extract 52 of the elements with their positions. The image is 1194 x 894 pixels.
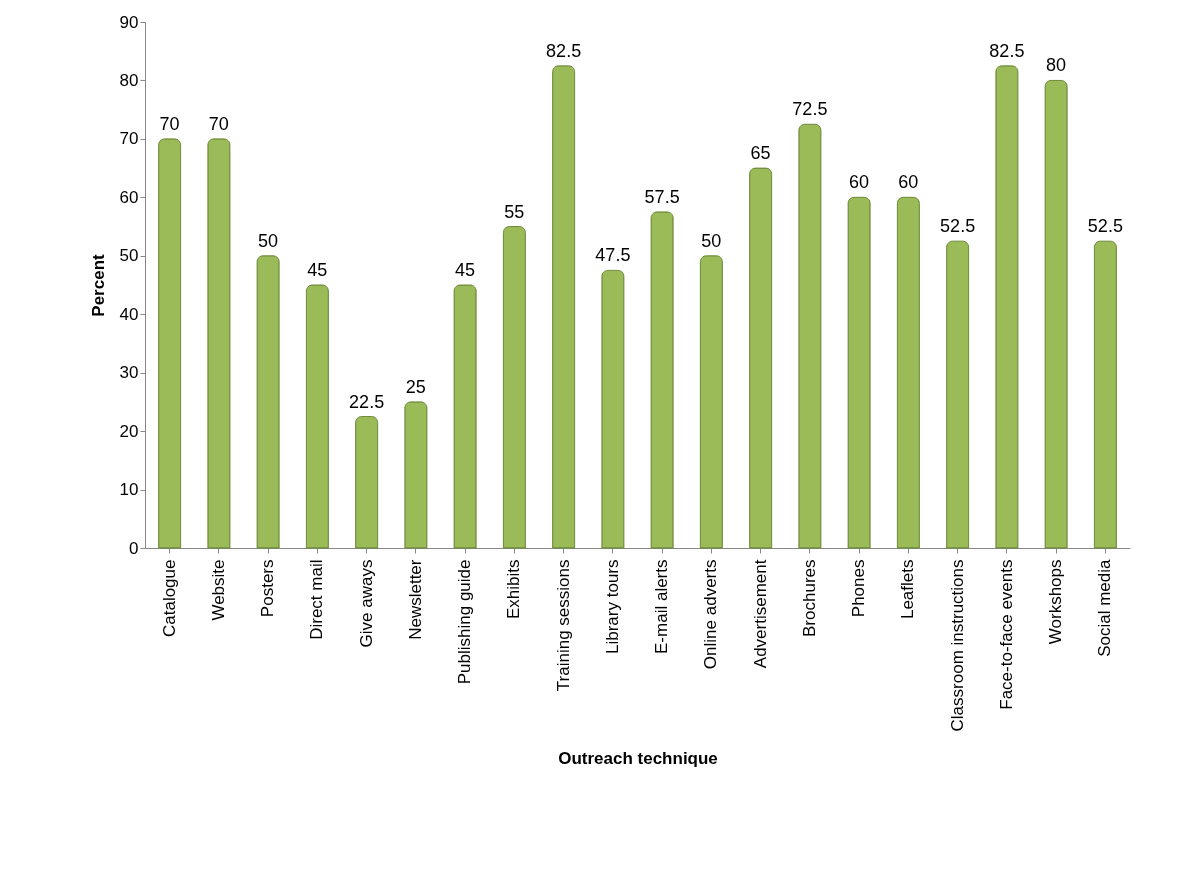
y-tick-label: 0 — [129, 538, 139, 558]
x-tick-label: Workshops — [1046, 559, 1066, 645]
data-label: 80 — [1046, 55, 1067, 76]
data-label: 52.5 — [940, 216, 976, 237]
x-tick-label: Newsletter — [405, 559, 425, 640]
y-tick-label: 40 — [119, 304, 139, 324]
y-tick-label: 20 — [119, 421, 139, 441]
x-tick-label: Classroom instructions — [947, 559, 967, 732]
x-tick-label: Advertisement — [750, 559, 770, 669]
x-tick-label: Leaflets — [898, 559, 918, 620]
x-tick-label: Posters — [258, 559, 278, 618]
x-tick-label: Phones — [849, 559, 869, 618]
data-label: 47.5 — [595, 245, 631, 266]
x-tick-label: Exhibits — [504, 559, 524, 620]
data-label: 57.5 — [644, 186, 680, 207]
y-tick-label: 10 — [119, 480, 139, 500]
x-tick-label: Publishing guide — [455, 559, 475, 685]
data-label: 60 — [849, 172, 870, 193]
data-label: 70 — [159, 113, 180, 134]
x-tick-label: E-mail alerts — [652, 559, 672, 654]
y-axis-title: Percent — [88, 253, 108, 317]
data-label: 60 — [898, 172, 919, 193]
x-tick-label: Online adverts — [701, 559, 721, 670]
data-label: 25 — [405, 376, 426, 397]
data-label: 52.5 — [1087, 216, 1123, 237]
x-tick-label: Library tours — [602, 559, 622, 654]
x-tick-label: Brochures — [799, 559, 819, 637]
y-tick-label: 80 — [119, 70, 139, 90]
x-tick-label: Social media — [1095, 558, 1115, 657]
data-label: 45 — [455, 260, 476, 280]
y-tick-label: 70 — [119, 129, 139, 149]
data-label: 72.5 — [792, 99, 828, 120]
y-tick-label: 30 — [119, 363, 139, 383]
data-label: 22.5 — [349, 391, 385, 412]
data-label: 82.5 — [546, 40, 582, 61]
x-axis-title: Outreach technique — [558, 749, 718, 769]
x-tick-label: Catalogue — [159, 559, 179, 638]
y-tick-label: 60 — [119, 187, 139, 207]
x-tick-label: Website — [208, 559, 228, 621]
x-tick-label: Face-to-face events — [996, 559, 1016, 710]
x-tick-label: Training sessions — [553, 559, 573, 692]
y-tick-label: 50 — [119, 246, 139, 266]
x-tick-label: Give aways — [356, 559, 376, 648]
data-label: 82.5 — [989, 40, 1025, 61]
x-tick-label: Direct mail — [307, 559, 327, 640]
data-label: 50 — [258, 230, 279, 251]
data-label: 45 — [307, 260, 328, 280]
y-tick-label: 90 — [119, 12, 139, 32]
data-label: 65 — [750, 143, 771, 164]
data-label: 70 — [208, 113, 229, 134]
data-label: 50 — [701, 230, 722, 251]
data-label: 55 — [504, 201, 525, 222]
